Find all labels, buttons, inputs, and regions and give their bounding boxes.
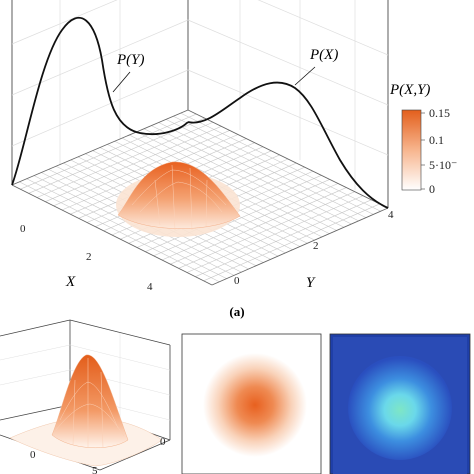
jet-heatmap: [329, 333, 471, 474]
x-tick-2: 2: [86, 251, 92, 263]
px-label: P(X): [309, 47, 338, 63]
y-tick-2: 2: [313, 240, 319, 252]
top-3d-plot: P(Y) P(X) 0 2 4 0 2 4 X Y: [11, 0, 394, 293]
x-tick-0: 0: [20, 223, 26, 235]
floor-grid-line: [173, 115, 374, 215]
box-frame: [11, 0, 389, 208]
orange-heatmap: [181, 333, 322, 474]
y-tick-4: 4: [388, 209, 394, 221]
x-axis-label: X: [65, 274, 76, 290]
y-ticks: 0 2 4: [234, 209, 394, 287]
surface: [116, 161, 241, 237]
py-leader: [112, 71, 131, 93]
colorbar-title: P(X,Y): [389, 82, 430, 98]
bottom-3d-plot: 0 5 0: [0, 319, 171, 474]
floor-grid-line: [180, 112, 381, 212]
jet-heatmap-blob: [348, 356, 452, 460]
bottom-surface-peak: [51, 354, 129, 448]
bottom-x-tick-5: 5: [92, 465, 98, 474]
floor-outline: [11, 109, 389, 286]
bottom-y-tick-0: 0: [160, 436, 166, 448]
floor-grid-line: [195, 199, 372, 277]
y-axis-label: Y: [306, 275, 316, 291]
py-curve: [11, 16, 189, 186]
colorbar-tick-0: 0.15: [429, 106, 450, 120]
bottom-x-tick-0: 0: [30, 449, 36, 461]
colorbar-tick-1: 0.1: [429, 133, 444, 147]
floor-grid-line: [165, 119, 367, 218]
wall-grid: [11, 0, 389, 190]
orange-heatmap-blob: [203, 353, 307, 457]
floor-grid-line: [178, 191, 355, 269]
floor-grid-line: [203, 203, 380, 282]
y-tick-0: 0: [234, 275, 240, 287]
colorbar-gradient: [401, 109, 422, 191]
colorbar-tick-2: 5·10⁻: [429, 158, 457, 172]
px-curve: [187, 81, 389, 209]
colorbar-tick-3: 0: [429, 182, 435, 196]
colorbar: P(X,Y) 0.15 0.1 5·10⁻ 0: [389, 82, 457, 196]
x-tick-4: 4: [147, 281, 153, 293]
x-ticks: 0 2 4: [20, 223, 153, 293]
py-label: P(Y): [116, 52, 145, 68]
px-leader: [294, 66, 316, 86]
floor-grid-line: [186, 195, 364, 273]
caption: (a): [229, 304, 244, 319]
